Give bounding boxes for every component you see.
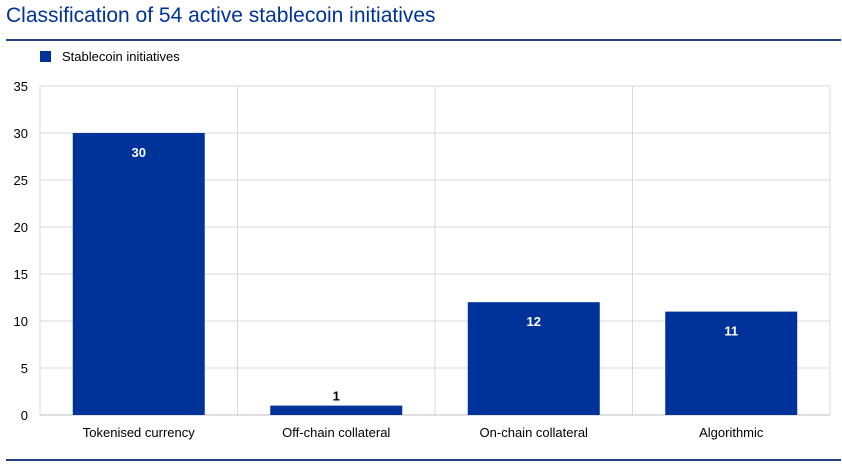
x-tick-label: Algorithmic <box>699 425 764 440</box>
y-tick-label: 15 <box>14 267 28 282</box>
y-tick-label: 35 <box>14 79 28 94</box>
chart-title: Classification of 54 active stablecoin i… <box>6 4 436 27</box>
bottom-divider <box>6 459 841 461</box>
y-tick-label: 20 <box>14 220 28 235</box>
legend-label: Stablecoin initiatives <box>62 49 180 64</box>
data-label: 30 <box>132 145 146 160</box>
y-tick-label: 25 <box>14 173 28 188</box>
x-tick-label: Tokenised currency <box>83 425 195 440</box>
x-tick-label: Off-chain collateral <box>282 425 390 440</box>
y-tick-label: 0 <box>21 408 28 423</box>
y-tick-label: 10 <box>14 314 28 329</box>
data-label: 11 <box>724 324 738 339</box>
bar <box>467 302 600 415</box>
data-label: 1 <box>333 389 340 404</box>
legend: Stablecoin initiatives <box>40 49 180 64</box>
y-tick-label: 30 <box>14 126 28 141</box>
bar <box>270 405 403 415</box>
legend-swatch <box>40 51 51 62</box>
y-tick-label: 5 <box>21 361 28 376</box>
bar <box>72 133 205 415</box>
top-divider <box>6 39 841 41</box>
bar <box>665 311 798 415</box>
x-tick-label: On-chain collateral <box>480 425 588 440</box>
data-label: 12 <box>527 314 541 329</box>
